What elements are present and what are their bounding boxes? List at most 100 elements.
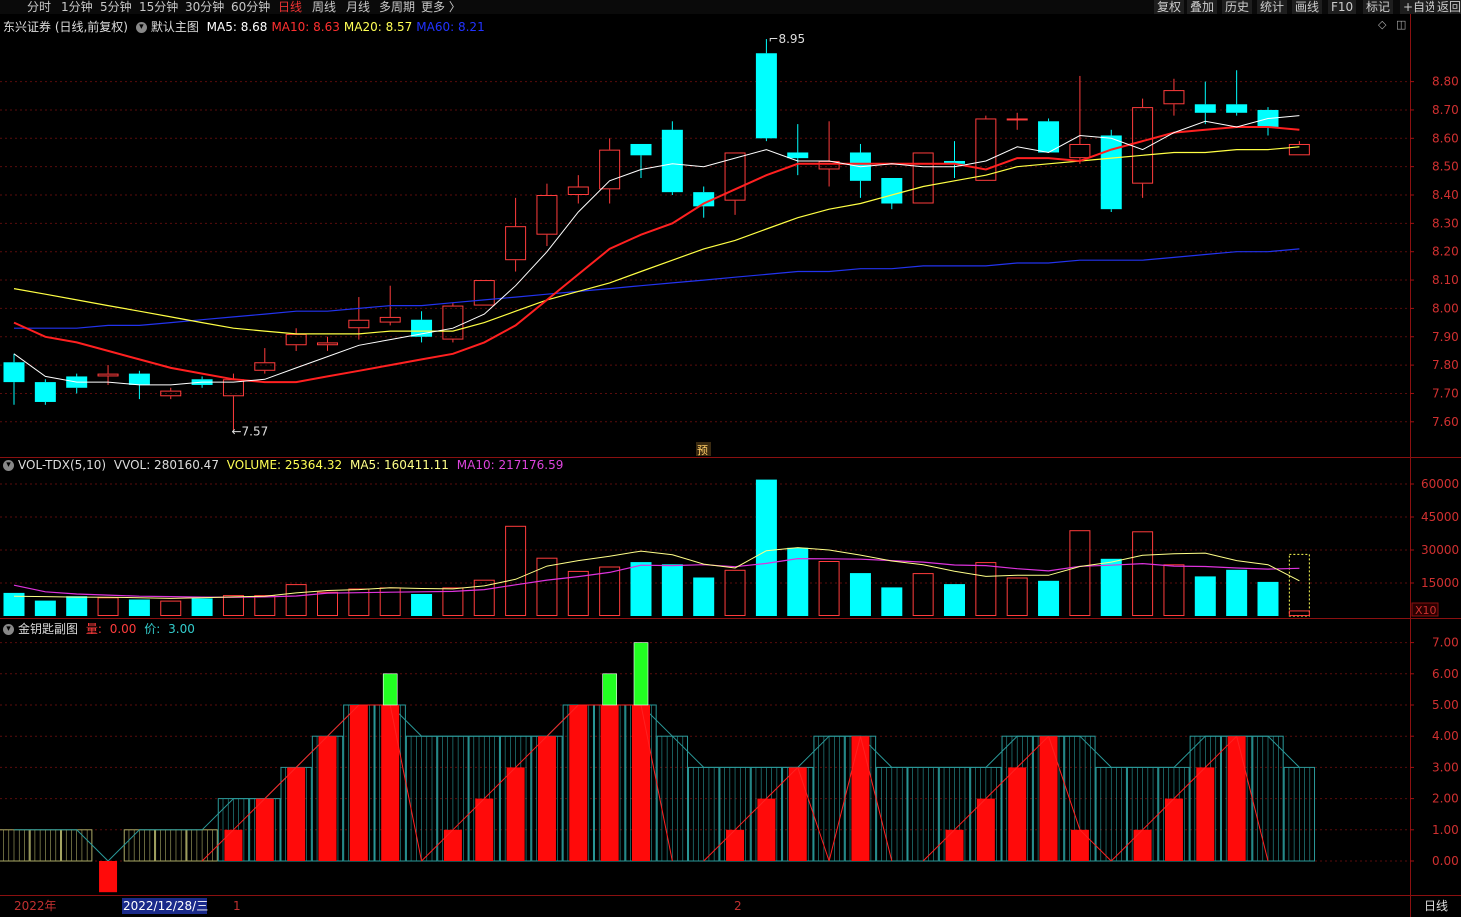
period-tab-5[interactable]: 60分钟	[231, 0, 271, 14]
candle-down	[693, 192, 715, 207]
red-connector	[1204, 735, 1238, 768]
liang-value: 0.00	[109, 622, 137, 636]
y-tick-label-main: 8.70	[1432, 103, 1459, 117]
candle-down	[661, 129, 683, 193]
window-restore-icon[interactable]: ◫	[1396, 18, 1407, 31]
red-bar	[1070, 829, 1089, 861]
sub-info-bar: ▾ 金钥匙副图 量: 0.00 价: 3.00	[3, 620, 203, 637]
toolbar-button-8[interactable]: 返回	[1434, 0, 1461, 14]
toolbar-button-0[interactable]: 复权	[1154, 0, 1185, 14]
green-bar	[602, 673, 617, 706]
liang-label-text: 量:	[85, 622, 102, 636]
candle-down	[1194, 104, 1216, 113]
red-bar	[475, 798, 494, 861]
red-connector	[233, 798, 266, 831]
vol-bar-up	[505, 525, 527, 616]
red-bar	[1008, 767, 1027, 861]
toolbar-button-7[interactable]: +自选	[1400, 0, 1441, 14]
y-tick-label-vol: 15000	[1421, 576, 1459, 590]
period-tab-9[interactable]: 多周期	[379, 0, 416, 14]
period-toolbar: 分时 1分钟 5分钟 15分钟 30分钟 60分钟 日线 周线 月线 多周期 更多 〉 复权 叠加 历史统…	[0, 0, 1461, 14]
candle-up	[912, 152, 934, 204]
vol-bar-down	[1038, 580, 1060, 616]
stock-title[interactable]: 东兴证券 (日线,前复权)	[3, 20, 128, 34]
dropdown-icon[interactable]: ▾	[3, 460, 14, 471]
vol-ma10-value: MA10: 217176.59	[456, 458, 564, 472]
red-connector	[1048, 736, 1081, 830]
sub-indicator-name[interactable]: 金钥匙副图	[18, 622, 79, 636]
vol-bar-down	[191, 598, 213, 616]
volume-value: VOLUME: 25364.32	[226, 458, 343, 472]
red-bar	[1133, 829, 1152, 861]
candle-up	[379, 316, 401, 323]
vol-bar-down	[849, 573, 871, 616]
red-connector	[515, 735, 548, 768]
vol-bar-down	[3, 592, 25, 616]
red-connector	[703, 829, 736, 862]
candle-up	[567, 186, 589, 195]
vol-bar-up	[254, 595, 276, 616]
red-connector	[1016, 735, 1049, 768]
y-tick-label-sub: 7.00	[1432, 636, 1459, 650]
red-connector	[546, 704, 579, 737]
vol-bar-down	[128, 599, 150, 616]
dropdown-icon[interactable]: ▾	[3, 624, 14, 635]
red-bar	[851, 736, 870, 861]
y-tick-label-main: 8.60	[1432, 131, 1459, 145]
toolbar-button-2[interactable]: 历史	[1222, 0, 1253, 14]
period-label: 日线	[1424, 899, 1448, 913]
red-bar	[318, 736, 337, 861]
red-connector	[922, 829, 955, 862]
diamond-icon[interactable]: ◇	[1378, 18, 1387, 31]
pre-label: 预	[697, 444, 708, 457]
period-tab-0[interactable]: 分时	[27, 0, 52, 14]
y-tick-label-sub: 2.00	[1432, 792, 1459, 806]
candle-down	[1100, 135, 1122, 210]
y-tick-label-sub: 3.00	[1432, 760, 1459, 774]
candle-up	[1288, 143, 1310, 156]
toolbar-button-3[interactable]: 统计	[1257, 0, 1288, 14]
vol-bar-down	[1257, 581, 1279, 616]
toolbar-button-6[interactable]: 标记	[1363, 0, 1394, 14]
vol-bar-down	[787, 547, 809, 616]
period-tab-4[interactable]: 30分钟	[185, 0, 225, 14]
ma10-line	[13, 126, 1300, 384]
ma60-line	[14, 248, 1300, 329]
red-connector	[640, 704, 673, 862]
main-info-bar: 东兴证券 (日线,前复权) ▾ 默认主图 MA5: 8.68 MA10: 8.63 M…	[3, 18, 493, 35]
red-connector	[295, 735, 328, 768]
candle-down	[1226, 104, 1248, 113]
period-tab-1[interactable]: 1分钟	[61, 0, 93, 14]
red-connector	[389, 704, 423, 862]
dropdown-icon[interactable]: ▾	[135, 22, 147, 33]
y-tick-label-main: 8.10	[1432, 273, 1459, 287]
toolbar-button-1[interactable]: 叠加	[1187, 0, 1218, 14]
toolbar-button-4[interactable]: 画线	[1292, 0, 1323, 14]
red-connector	[1236, 736, 1269, 862]
period-tab-10[interactable]: 更多 〉	[421, 0, 461, 14]
period-tab-7[interactable]: 周线	[312, 0, 337, 14]
period-tab-6[interactable]: 日线	[278, 0, 303, 14]
candle-up	[975, 118, 997, 181]
vol-bar-down	[755, 479, 777, 616]
period-tab-3[interactable]: 15分钟	[139, 0, 179, 14]
vol-bar-down	[1194, 576, 1216, 616]
red-bar	[757, 798, 776, 861]
toolbar-button-5[interactable]: F10	[1328, 0, 1357, 14]
ma20-line	[13, 146, 1300, 335]
red-connector	[1142, 798, 1175, 831]
vol-bar-up	[222, 595, 244, 616]
period-tab-2[interactable]: 5分钟	[100, 0, 132, 14]
vol-indicator-name[interactable]: VOL-TDX(5,10)	[18, 458, 107, 472]
red-bar	[632, 705, 650, 861]
candle-up	[1006, 118, 1028, 121]
red-connector	[1110, 829, 1143, 862]
year-label: 2022年	[14, 899, 57, 913]
red-connector	[734, 798, 767, 831]
period-tab-8[interactable]: 月线	[346, 0, 371, 14]
y-tick-label-main: 8.50	[1432, 160, 1459, 174]
candle-down	[787, 152, 809, 159]
red-connector	[452, 798, 485, 831]
template-label[interactable]: 默认主图	[150, 20, 199, 34]
